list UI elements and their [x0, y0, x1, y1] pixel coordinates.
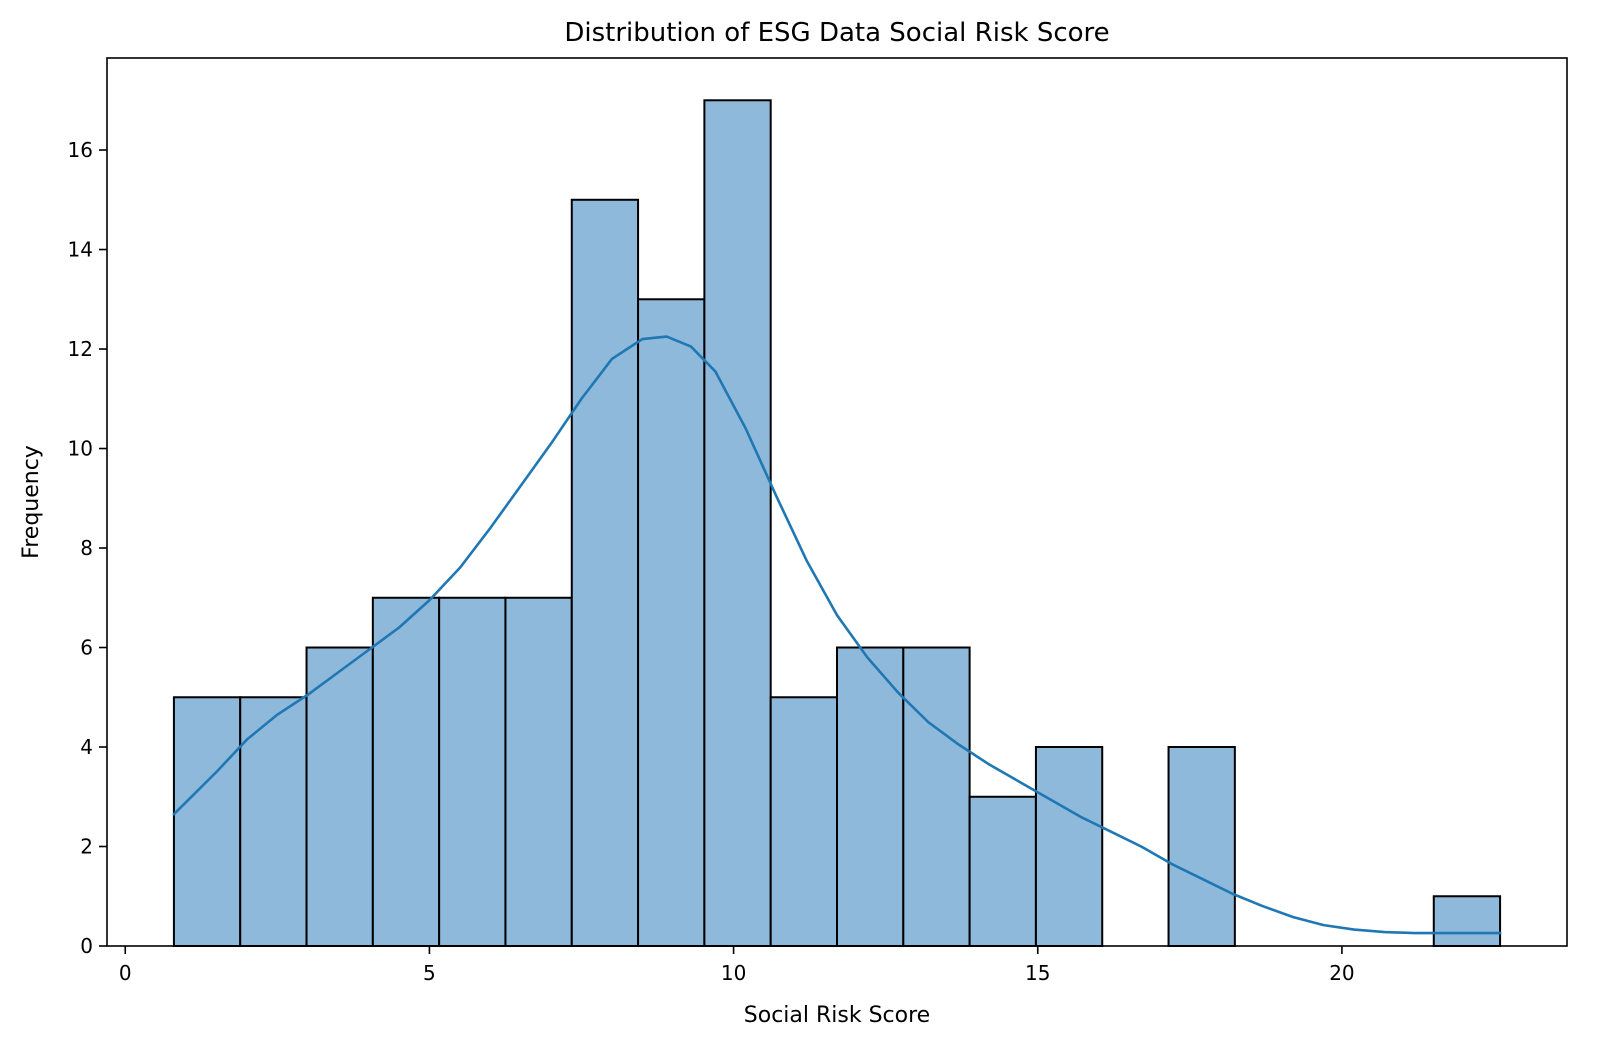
- histogram-bar: [239, 696, 308, 947]
- y-tick-label: 0: [80, 934, 93, 958]
- histogram-bar: [836, 646, 905, 948]
- y-tick-label: 10: [68, 437, 93, 461]
- histogram-bar: [172, 696, 242, 947]
- x-tick-label: 5: [423, 961, 436, 985]
- x-tick-label: 10: [721, 961, 746, 985]
- histogram-bar: [438, 596, 507, 947]
- chart-title: Distribution of ESG Data Social Risk Sco…: [564, 18, 1109, 48]
- histogram-bar: [769, 696, 838, 947]
- bars-layer: [172, 99, 1502, 948]
- x-axis-ticks: 0 5 10 15 20: [119, 946, 1355, 985]
- y-tick-label: 14: [68, 238, 93, 262]
- y-tick-label: 12: [68, 337, 93, 361]
- y-tick-label: 8: [80, 536, 93, 560]
- y-tick-label: 4: [80, 735, 93, 759]
- y-axis-title: Frequency: [19, 445, 44, 559]
- histogram-bar: [703, 99, 772, 948]
- y-tick-label: 2: [80, 835, 93, 859]
- y-tick-label: 16: [68, 138, 93, 162]
- histogram-bar: [968, 795, 1037, 947]
- plot-frame: [106, 57, 1568, 947]
- y-axis-ticks: 0 2 4 6 8 10 12 14 16: [68, 138, 107, 958]
- histogram-bar: [1167, 746, 1236, 948]
- histogram-bar: [371, 596, 441, 947]
- histogram-bar: [1034, 746, 1104, 948]
- kde-curve: [172, 335, 1502, 935]
- x-tick-label: 20: [1329, 961, 1354, 985]
- histogram-bar: [305, 646, 374, 948]
- x-tick-label: 15: [1025, 961, 1050, 985]
- histogram-bar: [1432, 895, 1502, 947]
- histogram-bar: [902, 646, 971, 948]
- x-axis-title: Social Risk Score: [744, 1003, 930, 1028]
- histogram-bar: [637, 298, 706, 948]
- histogram-bar: [570, 198, 640, 948]
- histogram-bar: [504, 596, 573, 947]
- y-tick-label: 6: [80, 636, 93, 660]
- kde-layer: [172, 335, 1502, 935]
- x-tick-label: 0: [119, 961, 132, 985]
